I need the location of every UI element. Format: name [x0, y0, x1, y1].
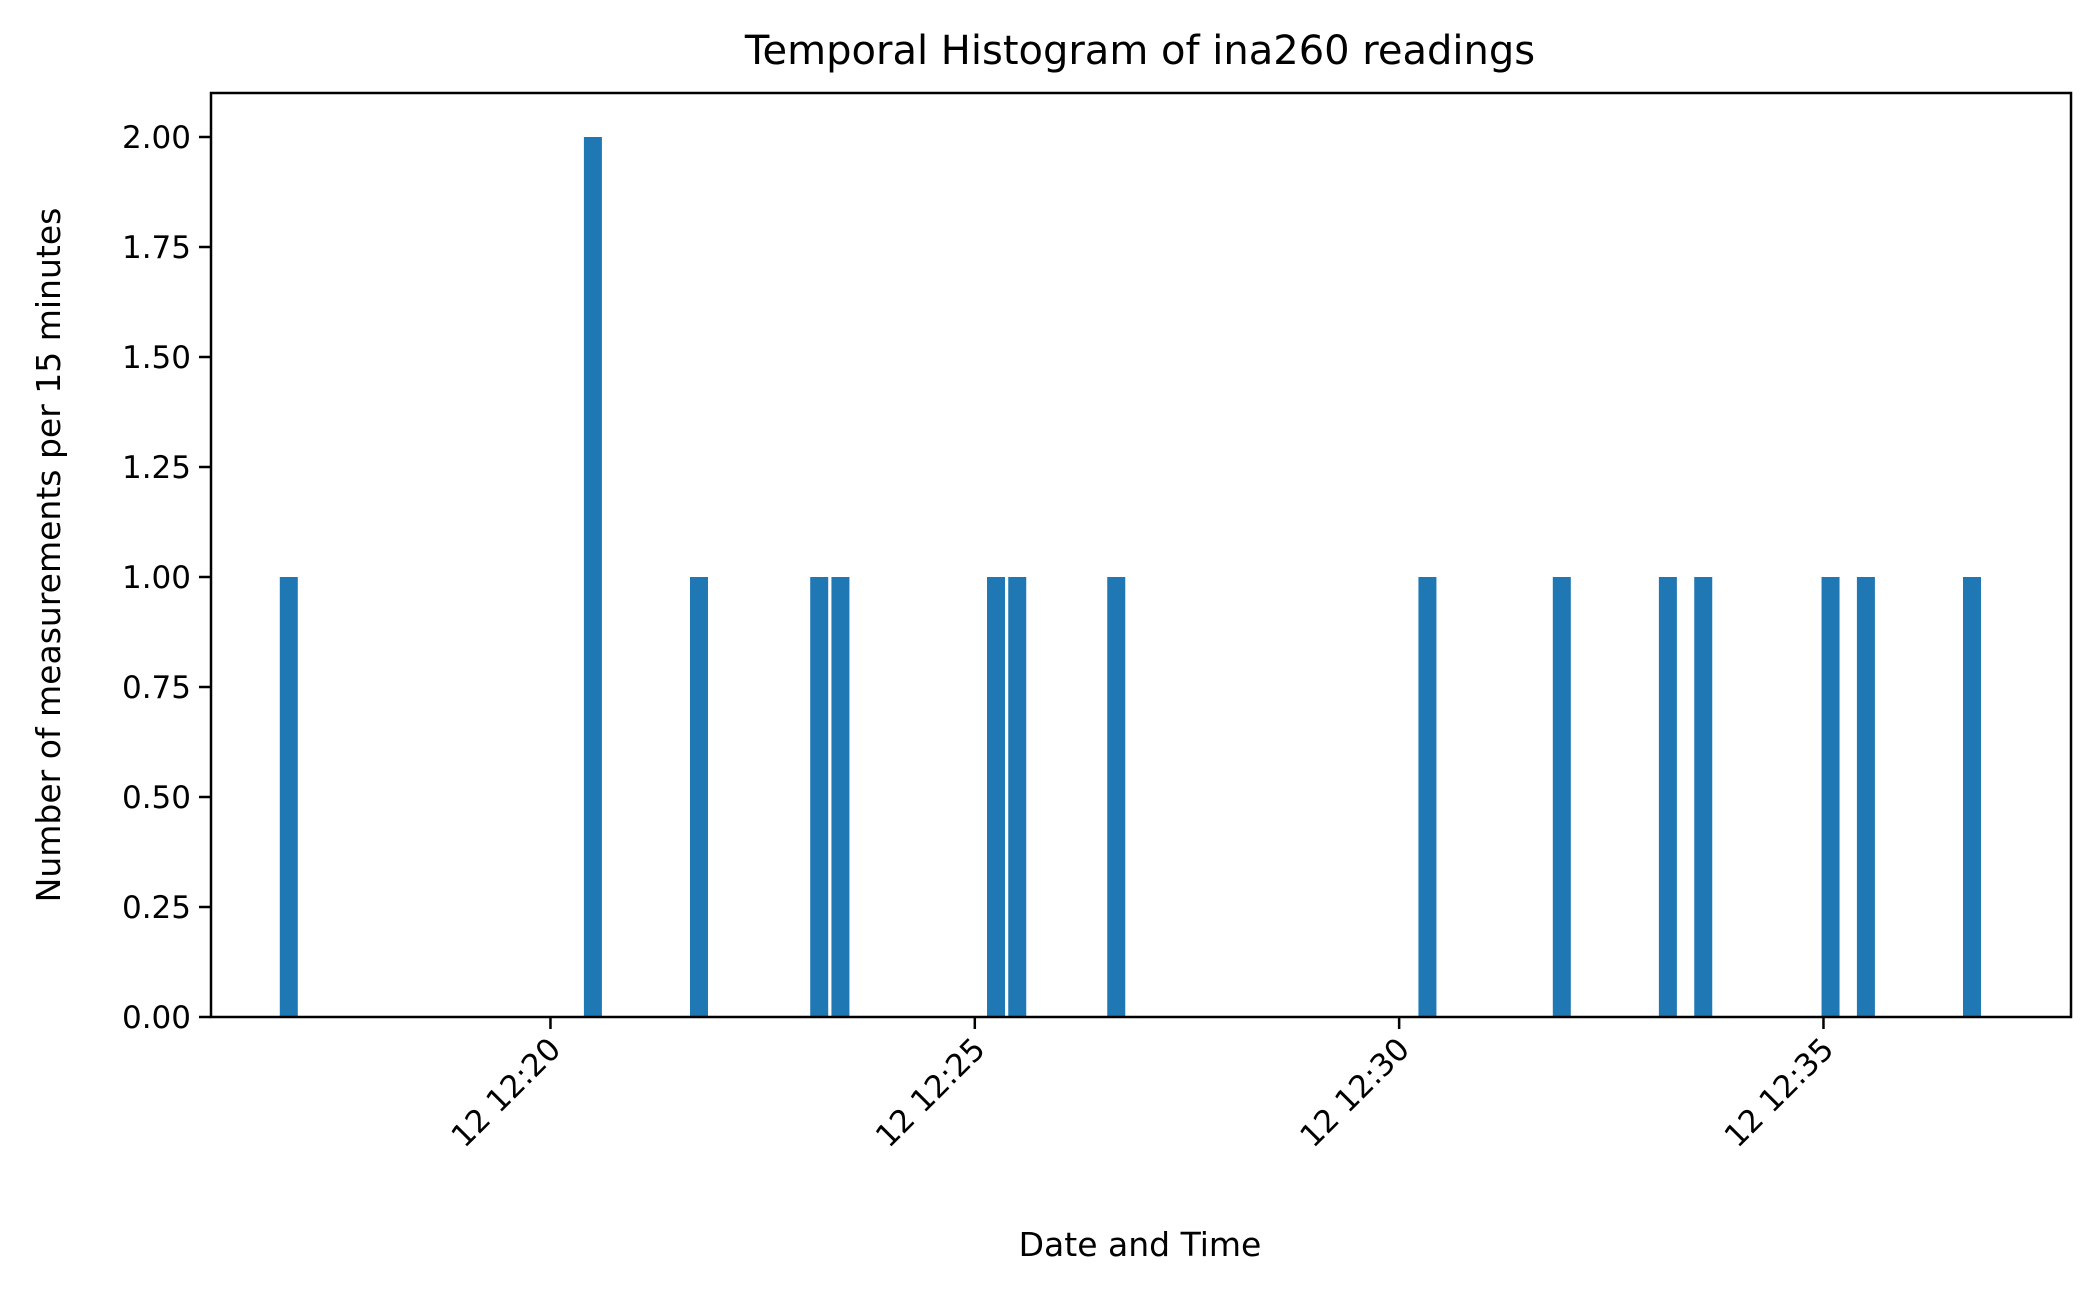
- y-tick-label: 1.75: [122, 230, 191, 266]
- x-axis-label: Date and Time: [1019, 1225, 1262, 1264]
- x-tick-label: 12 12:20: [445, 1031, 568, 1154]
- x-tick-label: 12 12:30: [1293, 1031, 1416, 1154]
- x-tick-label: 12 12:35: [1718, 1031, 1841, 1154]
- x-axis-ticks: 12 12:20 12 12:25 12 12:30 12 12:35: [445, 1017, 1841, 1155]
- histogram-bar: [831, 577, 850, 1017]
- y-tick-label: 0.25: [122, 890, 191, 926]
- y-axis-ticks: 0.00 0.25 0.50 0.75 1.00 1.25 1.50 1.75 2.00: [122, 120, 211, 1036]
- histogram-bar: [987, 577, 1006, 1017]
- y-tick-label: 2.00: [122, 120, 191, 156]
- y-tick-label: 0.75: [122, 670, 191, 706]
- y-tick-label: 1.50: [122, 340, 191, 376]
- histogram-bar: [810, 577, 829, 1017]
- histogram-bar: [583, 137, 602, 1017]
- y-tick-label: 1.25: [122, 450, 191, 486]
- y-axis-label: Number of measurements per 15 minutes: [29, 208, 68, 903]
- histogram-bar: [1008, 577, 1027, 1017]
- histogram-bar: [1418, 577, 1437, 1017]
- plot-frame: [209, 91, 2073, 1019]
- histogram-bar: [689, 577, 708, 1017]
- histogram-bar: [1856, 577, 1875, 1017]
- y-tick-label: 1.00: [122, 560, 191, 596]
- y-tick-label: 0.00: [122, 1000, 191, 1036]
- x-tick-label: 12 12:25: [869, 1031, 992, 1154]
- chart-title: Temporal Histogram of ina260 readings: [744, 28, 1535, 74]
- histogram-bar: [1107, 577, 1126, 1017]
- y-tick-label: 0.50: [122, 780, 191, 816]
- histogram-bar: [1694, 577, 1713, 1017]
- histogram-bar: [279, 577, 298, 1017]
- histogram-bar: [1821, 577, 1840, 1017]
- histogram-bar: [1962, 577, 1981, 1017]
- bars-group: [279, 137, 1981, 1017]
- histogram-bar: [1552, 577, 1571, 1017]
- histogram-bar: [1658, 577, 1677, 1017]
